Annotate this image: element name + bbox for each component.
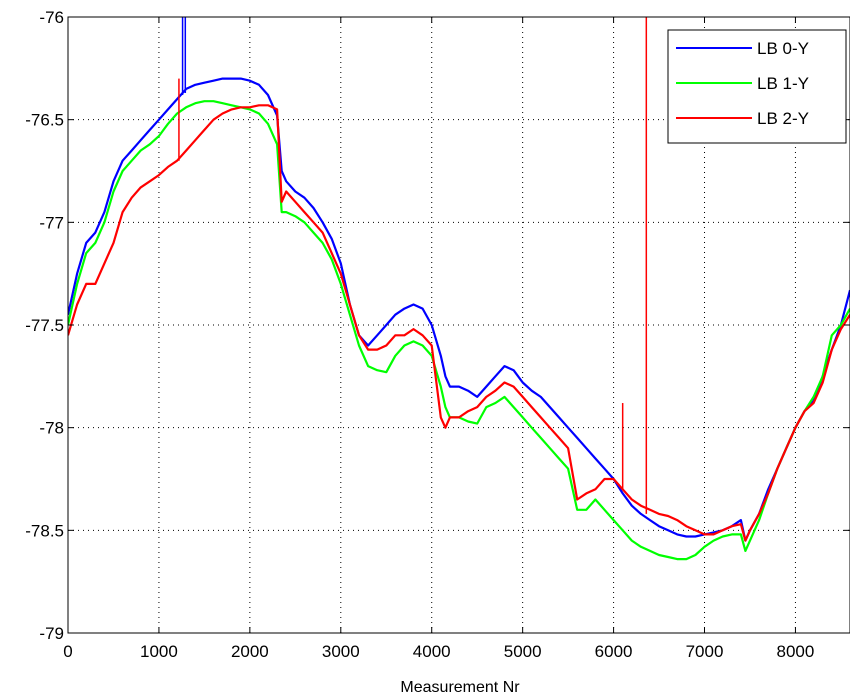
- x-tick-label: 6000: [595, 642, 633, 661]
- y-tick-label: -78: [39, 419, 64, 438]
- grid-lines: [68, 17, 850, 633]
- x-tick-label: 8000: [777, 642, 815, 661]
- y-tick-label: -78.5: [25, 521, 64, 540]
- x-tick-label: 0: [63, 642, 72, 661]
- y-tick-label: -79: [39, 624, 64, 643]
- tick-group: 0 1000 2000 3000 4000 5000 6000 7000 8000 -76 -76.…: [25, 8, 850, 661]
- y-tick-label: -76.5: [25, 111, 64, 130]
- legend-label: LB 0-Y: [757, 39, 809, 58]
- x-tick-label: 3000: [322, 642, 360, 661]
- y-tick-label: -77: [39, 213, 64, 232]
- y-tick-label: -76: [39, 8, 64, 27]
- series-line-2: [68, 104, 850, 542]
- legend-label: LB 1-Y: [757, 74, 809, 93]
- x-tick-label: 1000: [140, 642, 178, 661]
- x-tick-label: 5000: [504, 642, 542, 661]
- x-tick-label: 7000: [686, 642, 724, 661]
- x-axis-label: Measurement Nr: [400, 679, 520, 696]
- legend-label: LB 2-Y: [757, 109, 809, 128]
- y-tick-label: -77.5: [25, 316, 64, 335]
- x-tick-label: 4000: [413, 642, 451, 661]
- series-group: [68, 17, 850, 561]
- legend: LB 0-Y LB 1-Y LB 2-Y: [667, 29, 847, 144]
- x-tick-label: 2000: [231, 642, 269, 661]
